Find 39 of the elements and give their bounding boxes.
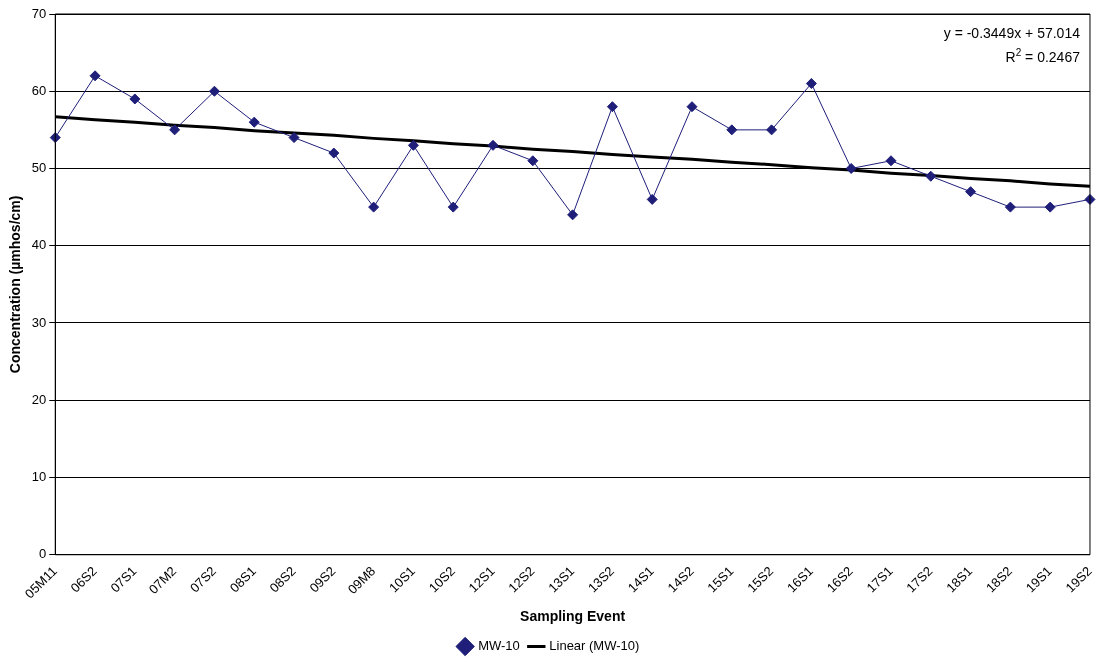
point bbox=[606, 101, 618, 113]
point bbox=[447, 201, 459, 213]
annotation: y = -0.3449x + 57.014 bbox=[943, 25, 1081, 41]
point bbox=[49, 132, 61, 144]
point bbox=[129, 93, 141, 105]
point bbox=[208, 85, 220, 97]
point bbox=[89, 70, 101, 82]
legend-label: MW-10 bbox=[478, 638, 520, 654]
point bbox=[248, 116, 260, 128]
point bbox=[1004, 201, 1016, 213]
point bbox=[965, 186, 977, 198]
point bbox=[288, 132, 300, 144]
point bbox=[407, 139, 419, 151]
point bbox=[646, 193, 658, 205]
point bbox=[925, 170, 937, 182]
y-tick-label: 20 bbox=[31, 391, 47, 407]
y-tick-label: 50 bbox=[31, 160, 47, 176]
y-axis-title: Concentration (µmhos/cm) bbox=[7, 195, 24, 374]
point bbox=[726, 124, 738, 136]
point bbox=[328, 147, 340, 159]
point bbox=[169, 124, 181, 136]
y-tick-label: 70 bbox=[31, 5, 47, 21]
legend-label: Linear (MW-10) bbox=[549, 638, 640, 654]
point bbox=[686, 101, 698, 113]
y-tick-label: 0 bbox=[39, 546, 47, 562]
point bbox=[766, 124, 778, 136]
y-tick-label: 40 bbox=[31, 237, 47, 253]
y-tick-label: 10 bbox=[31, 469, 47, 485]
point bbox=[487, 139, 499, 151]
point bbox=[845, 163, 857, 174]
point bbox=[567, 209, 579, 221]
y-tick-label: 60 bbox=[31, 82, 47, 98]
point bbox=[1044, 201, 1056, 213]
point bbox=[368, 201, 380, 213]
y-tick-label: 30 bbox=[31, 314, 47, 330]
point bbox=[527, 155, 539, 167]
x-axis-title: Sampling Event bbox=[520, 608, 626, 625]
point bbox=[885, 155, 897, 167]
point bbox=[805, 78, 817, 90]
